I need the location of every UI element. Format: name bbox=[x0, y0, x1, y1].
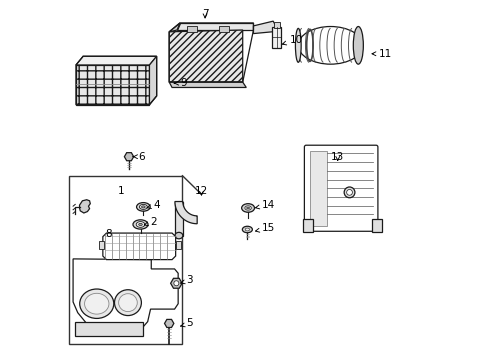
Text: 4: 4 bbox=[147, 200, 160, 210]
Text: 12: 12 bbox=[194, 186, 208, 196]
Polygon shape bbox=[177, 23, 253, 30]
Ellipse shape bbox=[241, 204, 254, 212]
FancyBboxPatch shape bbox=[304, 145, 377, 231]
Ellipse shape bbox=[242, 226, 252, 233]
Text: 3: 3 bbox=[181, 275, 193, 285]
Ellipse shape bbox=[246, 207, 249, 209]
Bar bbox=[271, 27, 281, 48]
Text: 7: 7 bbox=[202, 9, 208, 19]
Bar bbox=[187, 26, 197, 32]
Circle shape bbox=[344, 187, 354, 198]
Ellipse shape bbox=[353, 27, 363, 64]
Text: 2: 2 bbox=[144, 217, 157, 227]
Polygon shape bbox=[102, 233, 175, 260]
Text: 10: 10 bbox=[282, 35, 302, 45]
Ellipse shape bbox=[119, 294, 137, 312]
Polygon shape bbox=[253, 21, 278, 33]
Bar bbox=[309, 150, 326, 226]
Text: 5: 5 bbox=[181, 319, 193, 328]
Polygon shape bbox=[175, 202, 183, 235]
Ellipse shape bbox=[244, 228, 249, 231]
Polygon shape bbox=[175, 202, 197, 224]
Ellipse shape bbox=[142, 206, 145, 208]
Ellipse shape bbox=[139, 204, 147, 210]
Polygon shape bbox=[76, 56, 156, 65]
Ellipse shape bbox=[139, 224, 142, 226]
Ellipse shape bbox=[136, 203, 150, 211]
Ellipse shape bbox=[136, 222, 144, 227]
Ellipse shape bbox=[80, 289, 114, 319]
Ellipse shape bbox=[295, 28, 301, 62]
Ellipse shape bbox=[84, 293, 109, 314]
Bar bbox=[175, 241, 180, 249]
Bar bbox=[303, 219, 313, 232]
Bar bbox=[219, 26, 229, 32]
Text: 9: 9 bbox=[174, 78, 186, 88]
Polygon shape bbox=[76, 65, 149, 105]
Polygon shape bbox=[73, 259, 178, 336]
Text: 6: 6 bbox=[133, 152, 145, 162]
Polygon shape bbox=[169, 82, 246, 87]
Bar bbox=[69, 176, 182, 343]
Polygon shape bbox=[149, 56, 156, 105]
Text: 14: 14 bbox=[255, 200, 274, 210]
Ellipse shape bbox=[298, 27, 362, 64]
Text: 8: 8 bbox=[105, 229, 111, 239]
Text: 11: 11 bbox=[371, 49, 391, 59]
Text: 1: 1 bbox=[117, 186, 124, 196]
Bar bbox=[99, 241, 104, 249]
Ellipse shape bbox=[114, 290, 141, 316]
Ellipse shape bbox=[133, 220, 148, 229]
Bar bbox=[371, 219, 381, 232]
Text: 15: 15 bbox=[255, 224, 274, 233]
Polygon shape bbox=[169, 30, 242, 82]
Circle shape bbox=[346, 189, 352, 195]
Circle shape bbox=[174, 281, 179, 286]
Polygon shape bbox=[169, 23, 180, 32]
Ellipse shape bbox=[244, 206, 251, 210]
Bar bbox=[273, 22, 279, 28]
Text: 13: 13 bbox=[330, 152, 344, 162]
Polygon shape bbox=[80, 200, 90, 213]
Ellipse shape bbox=[175, 232, 183, 239]
Bar bbox=[75, 321, 143, 336]
